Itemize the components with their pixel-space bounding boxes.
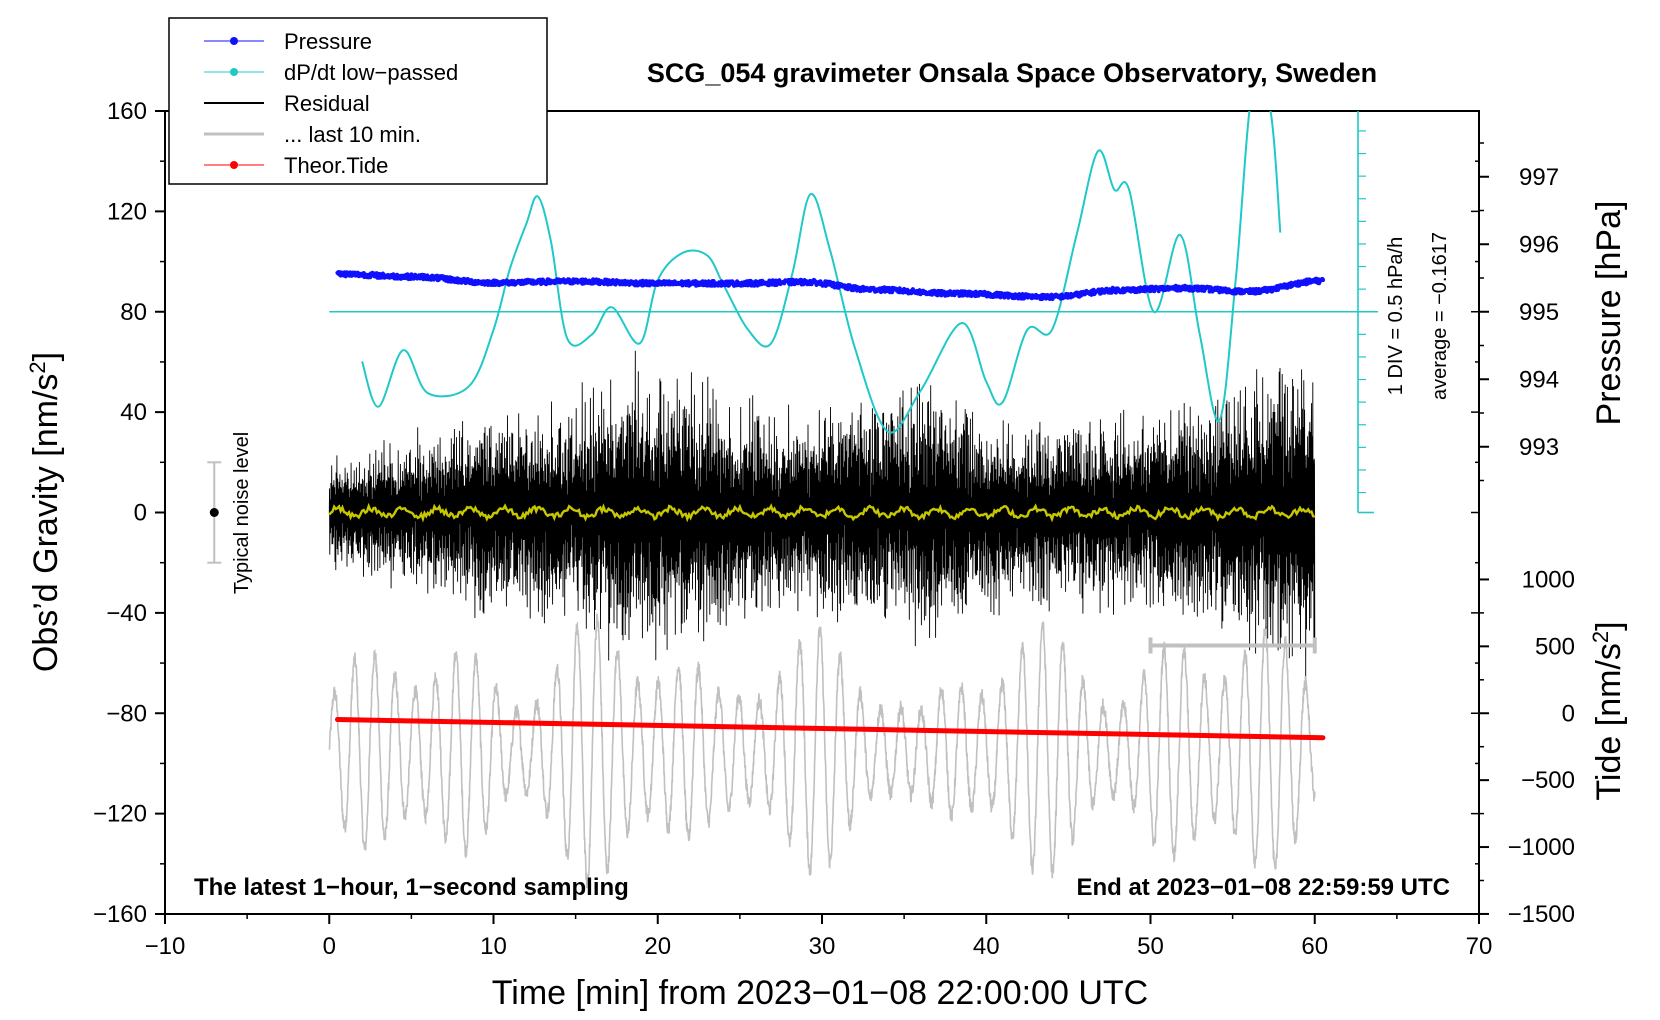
annotation-end-time: End at 2023−01−08 22:59:59 UTC [1076,874,1450,901]
noise-bar-dot [209,508,219,517]
tide-tick-label: −1000 [1508,834,1575,861]
x-tick-label: 0 [323,933,336,960]
residual-series [328,350,1316,677]
tide-tick-label: −1500 [1508,901,1575,928]
tide-tick-label: 1000 [1522,566,1575,593]
y-tick-label: −160 [93,901,147,928]
residual-filtered-series [328,502,1316,523]
tide-series [334,717,1326,741]
legend-marker [230,37,238,45]
legend: Pressure dP/dt low−passed Residual ... last… [168,17,548,185]
pressure-point [799,277,804,283]
y-axis-label-left: Obs’d Gravity [nm/s2] [25,352,66,672]
legend-label: ... last 10 min. [284,122,421,147]
pressure-tick-label: 996 [1519,231,1559,258]
last10-series [328,612,1316,889]
y-axis-label-tide: Tide [nm/s2] [1588,621,1629,800]
pressure-point [1191,288,1196,293]
pressure-tick-label: 993 [1519,434,1559,461]
y-axis-pressure: 993 994 995 996 997 [1479,142,1559,482]
x-tick-label: 40 [973,933,1000,960]
right-frame-ticks [1471,110,1479,915]
legend-marker [230,68,238,76]
y-axis-label-tide-sup: 2 [1588,631,1613,643]
x-axis: −10 0 10 20 30 40 50 60 70 [145,914,1493,960]
legend-label: Residual [284,91,370,116]
tide-tick-label: −500 [1521,767,1575,794]
dpdt-series [329,111,1378,434]
y-axis-label-left-sup: 2 [25,361,50,373]
y-tick-label: −120 [93,801,147,828]
residual-line [328,350,1316,677]
x-tick-label: 70 [1466,933,1493,960]
legend-marker [230,161,238,169]
x-tick-label: −10 [145,933,186,960]
y-axis-tide: −1500 −1000 −500 0 500 1000 [1479,566,1575,928]
legend-label: dP/dt low−passed [284,60,458,85]
dpdt-scale-label: 1 DIV = 0.5 hPa/h [1385,237,1407,395]
y-tick-label: 80 [120,299,147,326]
y-tick-label: −80 [106,700,147,727]
x-axis-label: Time [min] from 2023−01−08 22:00:00 UTC [492,974,1148,1012]
x-tick-label: 10 [480,933,507,960]
annotation-sampling: The latest 1−hour, 1−second sampling [194,874,629,901]
pressure-point [831,280,836,285]
pressure-series [335,270,1326,302]
y-axis-label-pressure: Pressure [hPa] [1590,201,1628,426]
tide-tick-label: 0 [1562,700,1575,727]
pressure-tick-label: 995 [1519,299,1559,326]
y-tick-label: 40 [120,399,147,426]
legend-label: Theor.Tide [284,153,388,178]
y-tick-label: 160 [107,98,147,125]
tide-tick-label: 500 [1535,633,1575,660]
dpdt-scale-axis [1357,111,1374,514]
error-bars [207,461,1317,654]
dpdt-average-label: average = −0.1617 [1429,232,1451,400]
x-tick-label: 60 [1301,933,1328,960]
y-tick-label: −40 [106,600,147,627]
x-tick-label: 30 [809,933,836,960]
chart-title: SCG_054 gravimeter Onsala Space Observat… [647,58,1377,88]
x-tick-label: 20 [644,933,671,960]
noise-label: Typical noise level [231,432,253,594]
residual-filtered-line [328,502,1316,523]
x-tick-label: 50 [1137,933,1164,960]
tide-line [334,717,1326,741]
y-axis-left: −160 −120 −80 −40 0 40 80 120 160 [93,98,165,928]
legend-label: Pressure [284,29,372,54]
y-tick-label: 0 [134,500,147,527]
pressure-tick-label: 994 [1519,366,1559,393]
pressure-tick-label: 997 [1519,164,1559,191]
pressure-point [1320,277,1326,283]
y-tick-label: 120 [107,198,147,225]
last10-line [328,612,1316,889]
legend-box [168,17,548,185]
dpdt-line [361,111,1282,434]
